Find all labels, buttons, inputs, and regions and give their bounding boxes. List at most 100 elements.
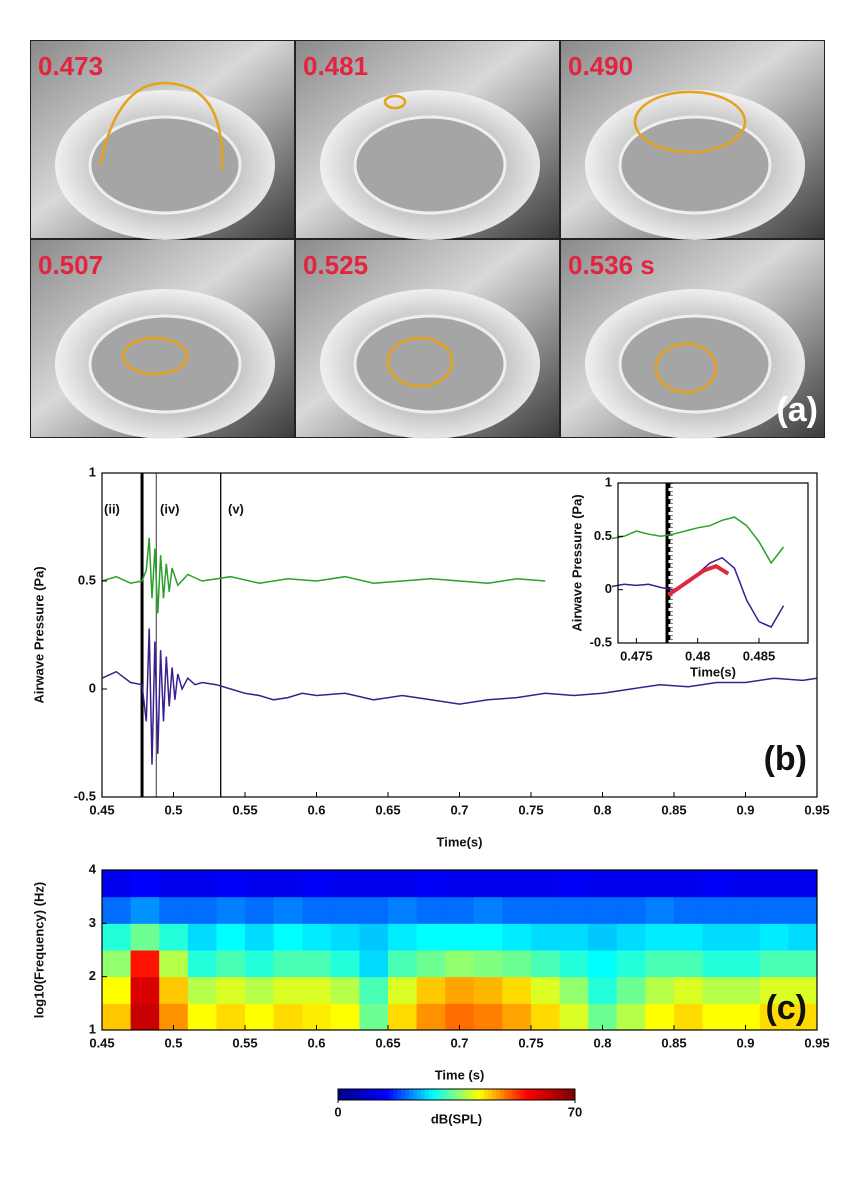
colorbar-segment — [365, 1089, 371, 1100]
water-surface — [88, 314, 242, 414]
y-axis-label: Airwave Pressure (Pa) — [569, 494, 584, 631]
heatmap-cell — [759, 923, 789, 951]
heatmap-cell — [674, 870, 704, 898]
heatmap-cell — [759, 896, 789, 924]
colorbar-segment — [503, 1089, 509, 1100]
colorbar-segment — [424, 1089, 430, 1100]
colorbar-segment — [397, 1089, 402, 1100]
heatmap-cell — [531, 1003, 561, 1031]
heatmap-cell — [102, 1003, 132, 1031]
colorbar-segment — [369, 1089, 375, 1100]
series-line — [611, 516, 785, 565]
heatmap-cell — [273, 976, 303, 1004]
colorbar-segment — [381, 1089, 386, 1100]
bubble-outline — [633, 90, 747, 154]
colorbar-segment — [409, 1089, 414, 1100]
heatmap-cell — [559, 870, 589, 898]
colorbar-tick-label: 70 — [568, 1104, 582, 1119]
y-tick-label: 0 — [605, 581, 612, 596]
heatmap-cell — [645, 896, 675, 924]
x-tick-label: 0.55 — [232, 802, 257, 817]
x-tick-label: 0.85 — [661, 1035, 686, 1050]
heatmap-cell — [473, 870, 503, 898]
heatmap-cell — [359, 870, 389, 898]
heatmap-cell — [702, 896, 732, 924]
heatmap-cell — [216, 923, 246, 951]
heatmap-cell — [445, 870, 475, 898]
x-tick-label: 0.48 — [685, 648, 710, 663]
heatmap-cell — [788, 976, 818, 1004]
heatmap-cell — [788, 950, 818, 978]
heatmap-cell — [702, 870, 732, 898]
heatmap-cell — [616, 923, 646, 951]
x-tick-label: 0.45 — [89, 1035, 114, 1050]
x-tick-label: 0.85 — [661, 802, 686, 817]
y-tick-label: 1 — [605, 474, 612, 489]
colorbar-segment — [448, 1089, 454, 1100]
heatmap-cell — [216, 976, 246, 1004]
heatmap-cell — [674, 923, 704, 951]
x-tick-label: 0.485 — [743, 648, 776, 663]
colorbar-segment — [353, 1089, 359, 1100]
heatmap-cell — [788, 923, 818, 951]
frame-time-label: 0.536 s — [568, 250, 655, 280]
series-line — [101, 537, 546, 614]
colorbar-segment — [345, 1089, 351, 1100]
frame-time-label: 0.525 — [303, 250, 368, 280]
colorbar-segment — [405, 1089, 410, 1100]
colorbar-segment — [377, 1089, 382, 1100]
heatmap-cell — [588, 976, 618, 1004]
heatmap-cell — [273, 950, 303, 978]
heatmap-cell — [359, 1003, 389, 1031]
colorbar-segment — [496, 1089, 501, 1100]
bubble-outline — [383, 94, 407, 110]
heatmap-cell — [588, 950, 618, 978]
x-axis-label: Time(s) — [690, 664, 736, 679]
colorbar-segment — [527, 1089, 533, 1100]
colorbar-segment — [456, 1089, 461, 1100]
heatmap-cell — [187, 950, 217, 978]
x-tick-label: 0.75 — [518, 802, 543, 817]
heatmap-cell — [245, 896, 275, 924]
colorbar-segment — [563, 1089, 568, 1100]
frame-time-label: 0.490 — [568, 51, 633, 81]
heatmap-cell — [130, 923, 160, 951]
heatmap-cell — [273, 1003, 303, 1031]
heatmap-cell — [616, 950, 646, 978]
heatmap-cell — [416, 950, 446, 978]
heatmap-cell — [473, 1003, 503, 1031]
heatmap-cell — [473, 950, 503, 978]
phase-annotation: (iv) — [160, 501, 180, 516]
heatmap-cell — [245, 870, 275, 898]
heatmap-cell — [388, 976, 418, 1004]
series-line — [667, 563, 730, 597]
frame-time-label: 0.481 — [303, 51, 368, 81]
y-tick-label: 3 — [89, 915, 96, 930]
heatmap-cell — [588, 923, 618, 951]
heatmap-cell — [330, 1003, 360, 1031]
colorbar-segment — [413, 1089, 418, 1100]
heatmap-cell — [788, 870, 818, 898]
x-tick-label: 0.95 — [804, 1035, 829, 1050]
plot-area-border — [617, 482, 809, 644]
heatmap-cell — [273, 896, 303, 924]
heatmap-cell — [102, 870, 132, 898]
heatmap-cell — [187, 976, 217, 1004]
heatmap-cell — [616, 870, 646, 898]
heatmap-cell — [102, 976, 132, 1004]
heatmap-cell — [674, 1003, 704, 1031]
x-tick-label: 0.75 — [518, 1035, 543, 1050]
colorbar-tick-label: 0 — [334, 1104, 341, 1119]
colorbar-segment — [531, 1089, 536, 1100]
x-tick-label: 0.45 — [89, 802, 114, 817]
y-tick-label: 4 — [89, 861, 97, 876]
y-axis-label: log10(Frequency) (Hz) — [31, 882, 46, 1019]
phase-annotation: (v) — [228, 501, 244, 516]
heatmap-cell — [388, 870, 418, 898]
water-surface — [353, 314, 507, 414]
heatmap-cell — [359, 896, 389, 924]
heatmap-cell — [216, 950, 246, 978]
heatmap-cell — [473, 896, 503, 924]
series-line — [101, 628, 818, 765]
